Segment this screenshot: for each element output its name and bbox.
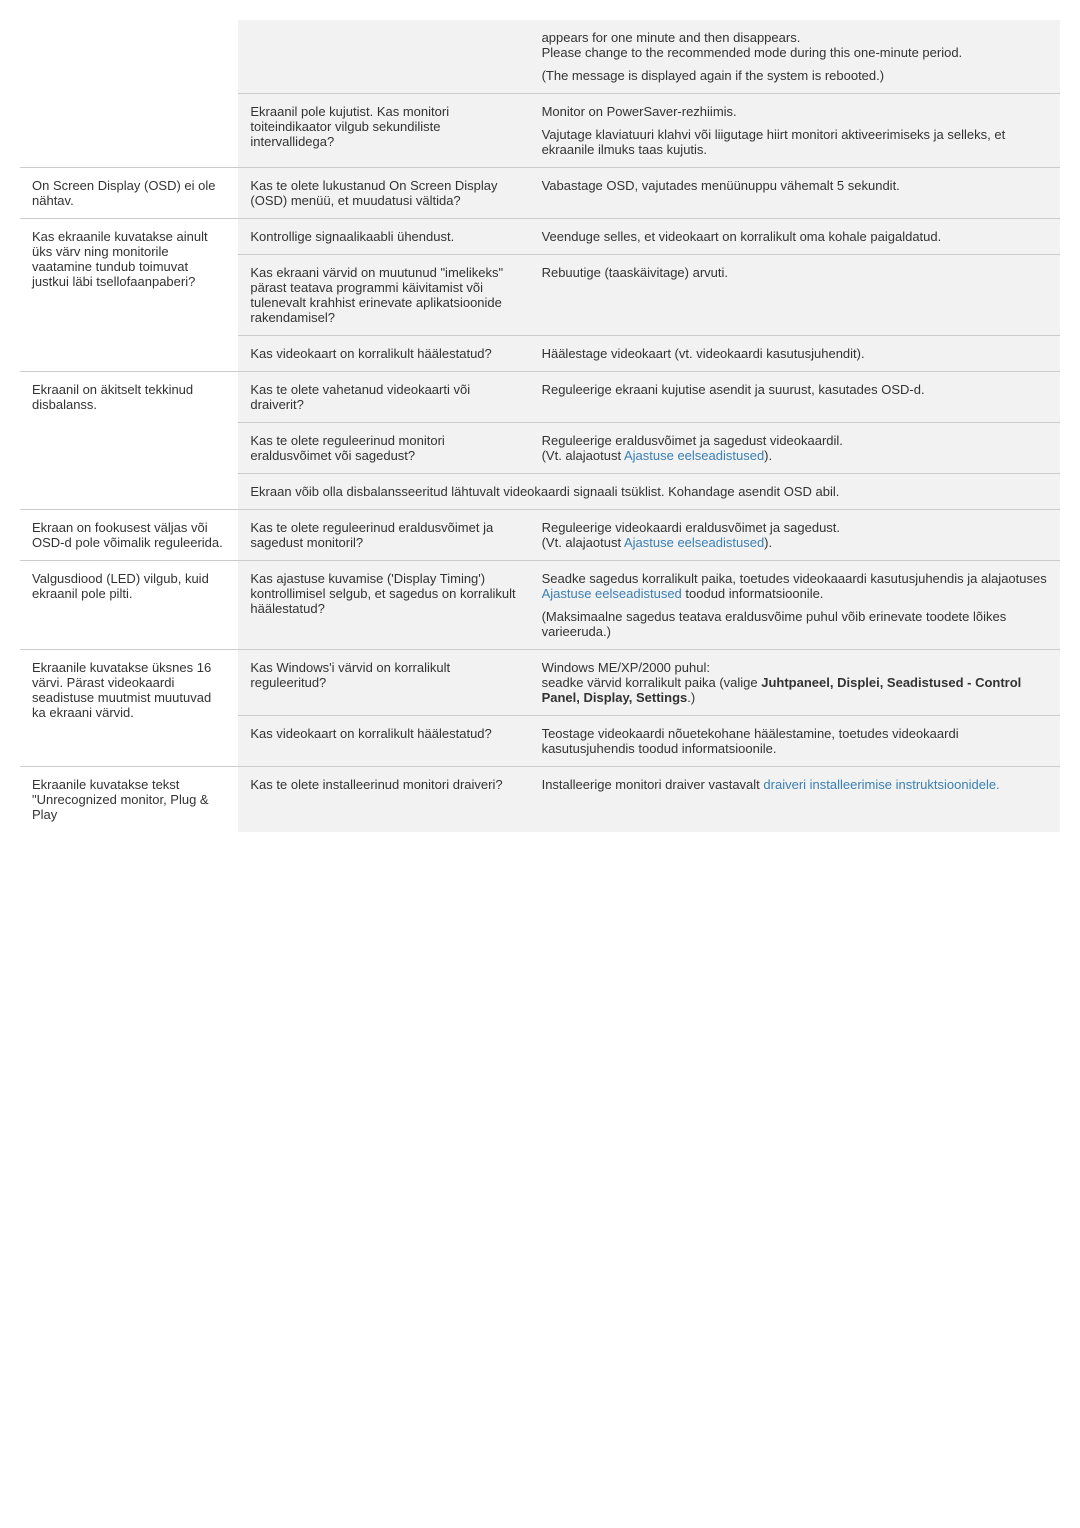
problem-cell: Ekraanile kuvatakse tekst "Unrecognized … bbox=[20, 767, 238, 833]
link[interactable]: Ajastuse eelseadistused bbox=[624, 535, 764, 550]
problem-cell: Ekraanile kuvatakse üksnes 16 värvi. Pär… bbox=[20, 650, 238, 767]
link[interactable]: draiveri installeerimise instruktsioonid… bbox=[763, 777, 999, 792]
question-cell: Kas te olete installeerinud monitori dra… bbox=[238, 767, 529, 833]
problem-cell: Valgusdiood (LED) vilgub, kuid ekraanil … bbox=[20, 561, 238, 650]
question-cell: Kontrollige signaalikaabli ühendust. bbox=[238, 219, 529, 255]
question-cell: Kas ajastuse kuvamise ('Display Timing')… bbox=[238, 561, 529, 650]
problem-cell: Ekraanil on äkitselt tekkinud disbalanss… bbox=[20, 372, 238, 510]
link[interactable]: Ajastuse eelseadistused bbox=[542, 586, 682, 601]
question-cell: Kas videokaart on korralikult häälestatu… bbox=[238, 336, 529, 372]
problem-cell: Ekraan on fookusest väljas või OSD-d pol… bbox=[20, 510, 238, 561]
question-cell: Ekraanil pole kujutist. Kas monitori toi… bbox=[238, 94, 529, 168]
question-cell: Kas te olete reguleerinud monitori erald… bbox=[238, 423, 529, 474]
solution-cell: Teostage videokaardi nõuetekohane hääles… bbox=[530, 716, 1060, 767]
solution-cell: Reguleerige videokaardi eraldusvõimet ja… bbox=[530, 510, 1060, 561]
problem-cell bbox=[20, 20, 238, 94]
question-cell bbox=[238, 20, 529, 94]
solution-cell: Windows ME/XP/2000 puhul:seadke värvid k… bbox=[530, 650, 1060, 716]
question-cell: Kas te olete reguleerinud eraldusvõimet … bbox=[238, 510, 529, 561]
question-cell: Kas videokaart on korralikult häälestatu… bbox=[238, 716, 529, 767]
solution-cell: Reguleerige eraldusvõimet ja sagedust vi… bbox=[530, 423, 1060, 474]
question-cell: Kas te olete vahetanud videokaarti või d… bbox=[238, 372, 529, 423]
solution-cell: Monitor on PowerSaver-rezhiimis.Vajutage… bbox=[530, 94, 1060, 168]
solution-cell: Vabastage OSD, vajutades menüünuppu vähe… bbox=[530, 168, 1060, 219]
solution-cell: appears for one minute and then disappea… bbox=[530, 20, 1060, 94]
solution-cell: Häälestage videokaart (vt. videokaardi k… bbox=[530, 336, 1060, 372]
solution-cell: Reguleerige ekraani kujutise asendit ja … bbox=[530, 372, 1060, 423]
link[interactable]: Ajastuse eelseadistused bbox=[624, 448, 764, 463]
question-cell: Ekraan võib olla disbalansseeritud lähtu… bbox=[238, 474, 1060, 510]
troubleshooting-table: appears for one minute and then disappea… bbox=[20, 20, 1060, 832]
question-cell: Kas Windows'i värvid on korralikult regu… bbox=[238, 650, 529, 716]
solution-cell: Seadke sagedus korralikult paika, toetud… bbox=[530, 561, 1060, 650]
question-cell: Kas ekraani värvid on muutunud "imelikek… bbox=[238, 255, 529, 336]
question-cell: Kas te olete lukustanud On Screen Displa… bbox=[238, 168, 529, 219]
solution-cell: Installeerige monitori draiver vastavalt… bbox=[530, 767, 1060, 833]
problem-cell: Kas ekraanile kuvatakse ainult üks värv … bbox=[20, 219, 238, 372]
problem-cell bbox=[20, 94, 238, 168]
solution-cell: Veenduge selles, et videokaart on korral… bbox=[530, 219, 1060, 255]
solution-cell: Rebuutige (taaskäivitage) arvuti. bbox=[530, 255, 1060, 336]
problem-cell: On Screen Display (OSD) ei ole nähtav. bbox=[20, 168, 238, 219]
